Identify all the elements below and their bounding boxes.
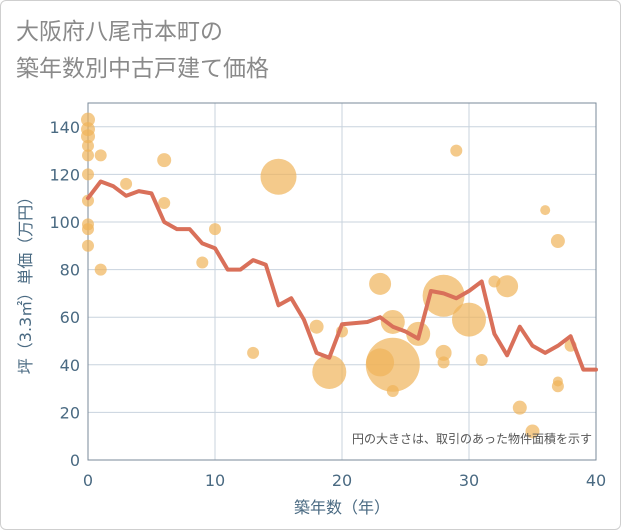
bubble-point xyxy=(475,354,488,367)
bubble-point xyxy=(550,234,565,249)
bubble-point xyxy=(369,272,392,295)
bubble-point xyxy=(386,384,399,397)
y-tick-label: 40 xyxy=(60,356,80,375)
x-tick-label: 10 xyxy=(205,471,225,490)
bubble-point xyxy=(422,274,465,317)
bubble-point xyxy=(435,344,452,361)
bubble-series xyxy=(81,112,577,439)
bubble-point xyxy=(365,337,420,392)
bubble-point xyxy=(94,149,107,162)
bubble-point xyxy=(247,346,260,359)
bubble-point xyxy=(540,205,551,216)
x-tick-label: 40 xyxy=(586,471,606,490)
bubble-point xyxy=(82,168,94,181)
chart-title-line-1: 大阪府八尾市本町の xyxy=(16,19,223,45)
x-tick-label: 20 xyxy=(332,471,352,490)
bubble-size-note: 円の大きさは、取引のあった物件面積を示す xyxy=(352,431,592,446)
bubble-point xyxy=(437,356,450,369)
y-tick-label: 0 xyxy=(70,451,80,470)
bubble-point xyxy=(450,144,463,157)
chart-title-line-2: 築年数別中古戸建て価格 xyxy=(16,56,269,82)
bubble-point xyxy=(496,275,519,298)
bubble-point xyxy=(452,302,486,337)
y-tick-label: 140 xyxy=(49,118,80,137)
bubble-point xyxy=(81,129,95,144)
bubble-point xyxy=(120,177,133,190)
y-tick-label: 20 xyxy=(60,403,80,422)
x-tick-label: 30 xyxy=(459,471,479,490)
bubble-point xyxy=(196,256,209,269)
bubble-point xyxy=(551,380,564,393)
bubble-point xyxy=(82,223,94,236)
bubble-point xyxy=(94,263,107,276)
x-axis-label: 築年数（年） xyxy=(294,498,390,517)
y-tick-label: 120 xyxy=(49,165,80,184)
bubble-point xyxy=(82,149,94,162)
bubble-point xyxy=(82,239,94,252)
x-tick-label: 0 xyxy=(83,471,93,490)
y-tick-label: 80 xyxy=(60,261,80,280)
bubble-point xyxy=(260,158,297,195)
y-axis-label: 坪（3.3㎡）単価（万円） xyxy=(16,189,35,374)
bubble-point xyxy=(525,424,540,439)
bubble-point xyxy=(158,196,171,209)
bubble-point xyxy=(82,139,94,152)
bubble-point xyxy=(312,354,347,389)
y-tick-label: 60 xyxy=(60,308,80,327)
average-price-line xyxy=(86,179,598,372)
bubble-point xyxy=(512,400,527,415)
bubble-point xyxy=(209,223,221,236)
bubble-point xyxy=(157,153,172,168)
plot-border xyxy=(87,102,597,461)
bubble-point xyxy=(309,319,324,334)
bubble-point xyxy=(82,194,94,207)
y-tick-label: 100 xyxy=(49,213,80,232)
chart-title: 大阪府八尾市本町の 築年数別中古戸建て価格 xyxy=(16,14,269,88)
